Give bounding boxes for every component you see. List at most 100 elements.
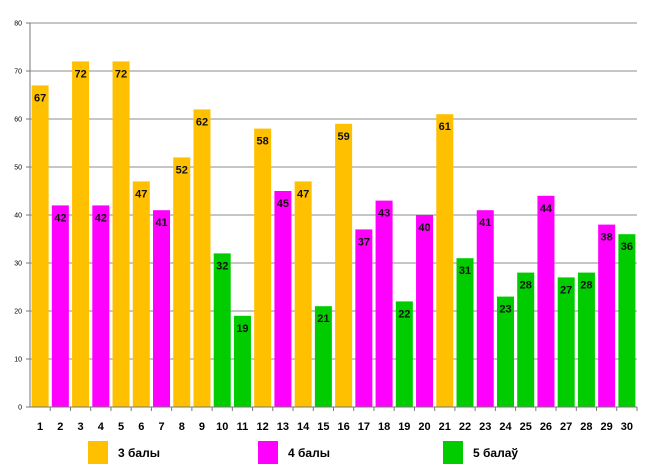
y-tick-label-40: 40 xyxy=(14,213,22,220)
bar-16 xyxy=(335,123,353,408)
data-label-3: 72 xyxy=(74,68,86,80)
bar-27 xyxy=(557,277,575,407)
bar-15 xyxy=(314,306,332,407)
data-label-1: 67 xyxy=(34,92,46,104)
x-tick-label-16: 16 xyxy=(337,421,349,433)
bar-24 xyxy=(496,296,514,407)
data-label-4: 42 xyxy=(95,212,107,224)
bar-9 xyxy=(193,109,211,408)
bar-25 xyxy=(517,272,535,407)
x-tick-label-13: 13 xyxy=(277,421,289,433)
x-tick-label-21: 21 xyxy=(439,421,451,433)
x-tick-label-12: 12 xyxy=(257,421,269,433)
x-tick-label-1: 1 xyxy=(37,421,43,433)
bar-17 xyxy=(355,229,373,407)
bar-6 xyxy=(132,181,150,407)
data-label-19: 22 xyxy=(398,308,410,320)
data-label-22: 31 xyxy=(459,265,471,277)
bar-13 xyxy=(274,191,292,407)
x-tick-label-20: 20 xyxy=(418,421,430,433)
bars: 67 42 72 42 72 47 41 52 62 32 19 58 45 47 21 59 37 43 22 40… xyxy=(31,61,636,408)
x-tick-label-27: 27 xyxy=(560,421,572,433)
x-tick-label-4: 4 xyxy=(98,421,105,433)
data-label-25: 28 xyxy=(520,280,532,292)
x-tick-label-2: 2 xyxy=(57,421,63,433)
data-label-21: 61 xyxy=(439,121,451,133)
bar-14 xyxy=(294,181,312,407)
data-label-24: 23 xyxy=(499,304,511,316)
bar-26 xyxy=(537,195,555,407)
data-label-8: 52 xyxy=(176,164,188,176)
bar-22 xyxy=(456,258,474,407)
x-tick-label-23: 23 xyxy=(479,421,491,433)
data-label-7: 41 xyxy=(155,217,167,229)
x-tick-label-30: 30 xyxy=(621,421,633,433)
data-label-12: 58 xyxy=(257,136,269,148)
x-tick-label-10: 10 xyxy=(216,421,228,433)
data-label-18: 43 xyxy=(378,208,390,220)
data-label-5: 72 xyxy=(115,68,127,80)
bar-29 xyxy=(598,224,616,407)
y-tick-label-80: 80 xyxy=(14,21,22,28)
bar-5 xyxy=(112,61,130,408)
data-label-16: 59 xyxy=(337,131,349,143)
bar-10 xyxy=(213,253,231,407)
bar-3 xyxy=(72,61,90,408)
bar-7 xyxy=(153,210,171,407)
bar-11 xyxy=(233,315,251,407)
x-tick-label-14: 14 xyxy=(297,421,310,433)
bar-30 xyxy=(618,234,636,407)
y-tick-label-70: 70 xyxy=(14,69,22,76)
data-label-28: 28 xyxy=(580,280,592,292)
legend-item-4: 4 балы xyxy=(258,441,330,464)
data-label-6: 47 xyxy=(135,188,147,200)
legend-label-5: 5 балаў xyxy=(473,445,519,460)
bar-18 xyxy=(375,200,393,407)
bar-20 xyxy=(416,215,434,407)
x-tick-label-7: 7 xyxy=(158,421,164,433)
x-tick-label-9: 9 xyxy=(199,421,205,433)
x-tick-label-8: 8 xyxy=(179,421,185,433)
bar-28 xyxy=(577,272,595,407)
x-tick-label-18: 18 xyxy=(378,421,390,433)
bar-21 xyxy=(436,114,454,407)
x-axis: 1 2 3 4 5 6 7 8 9 10 11 12 13 14 15 16 17 18 19 20 21 22 23 24 2… xyxy=(30,406,638,433)
x-tick-label-6: 6 xyxy=(138,421,144,433)
legend-swatch-4 xyxy=(258,441,278,464)
data-label-13: 45 xyxy=(277,198,289,210)
legend-item-3: 3 балы xyxy=(88,441,160,464)
bar-2 xyxy=(51,205,69,407)
data-label-11: 19 xyxy=(236,323,248,335)
x-tick-label-5: 5 xyxy=(118,421,124,433)
x-tick-label-3: 3 xyxy=(78,421,84,433)
x-tick-label-11: 11 xyxy=(237,421,249,433)
y-tick-label-0: 0 xyxy=(18,405,22,412)
x-tick-label-29: 29 xyxy=(601,421,613,433)
data-label-9: 62 xyxy=(196,116,208,128)
data-label-30: 36 xyxy=(621,241,633,253)
data-label-27: 27 xyxy=(560,284,572,296)
legend-label-3: 3 балы xyxy=(118,445,160,460)
x-tick-label-22: 22 xyxy=(459,421,471,433)
data-label-17: 37 xyxy=(358,236,370,248)
legend-item-5: 5 балаў xyxy=(443,441,518,464)
bar-12 xyxy=(254,128,272,407)
legend-label-4: 4 балы xyxy=(288,445,330,460)
legend-swatch-3 xyxy=(88,441,108,464)
x-tick-label-15: 15 xyxy=(317,421,329,433)
data-label-2: 42 xyxy=(54,212,66,224)
gridlines xyxy=(30,22,637,360)
data-label-26: 44 xyxy=(540,203,553,215)
y-tick-label-60: 60 xyxy=(14,117,22,124)
x-tick-label-19: 19 xyxy=(398,421,410,433)
bar-23 xyxy=(476,210,494,407)
bar-1 xyxy=(31,85,49,408)
x-tick-label-25: 25 xyxy=(520,421,532,433)
y-axis: 0 10 20 30 40 50 60 70 80 xyxy=(14,21,31,412)
x-tick-label-17: 17 xyxy=(358,421,370,433)
data-label-23: 41 xyxy=(479,217,491,229)
data-label-10: 32 xyxy=(216,260,228,272)
x-tick-label-26: 26 xyxy=(540,421,552,433)
x-tick-label-28: 28 xyxy=(580,421,592,433)
